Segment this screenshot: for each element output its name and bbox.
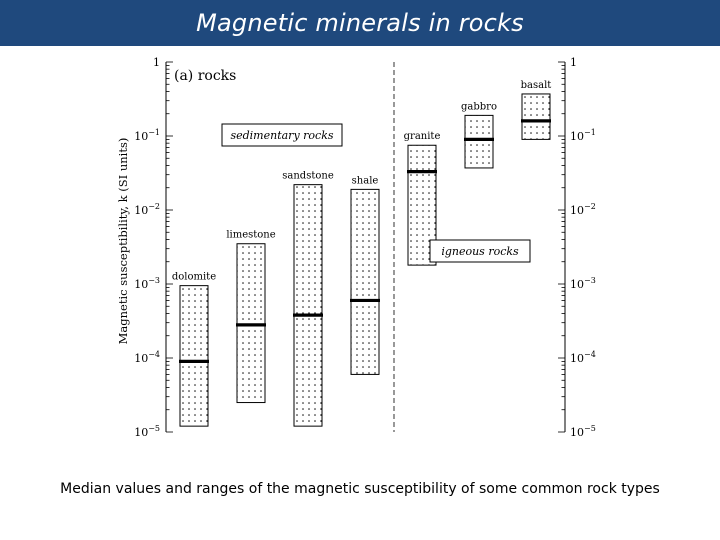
right-tick-label: 1 [570,56,577,69]
slide-title-bar: Magnetic minerals in rocks [0,0,720,46]
group-label-sedimentary-rocks: sedimentary rocks [230,129,333,142]
left-tick-label: 1 [153,56,160,69]
right-tick-label: 10−5 [570,424,596,439]
left-tick-label: 10−4 [134,350,160,365]
left-tick-label: 10−5 [134,424,160,439]
left-tick-label: 10−1 [134,128,160,143]
left-tick-label: 10−3 [134,276,160,291]
rock-label-shale: shale [352,175,379,186]
right-tick-label: 10−3 [570,276,596,291]
group-box-sedimentary-rocks [221,123,343,147]
y-axis-label: Magnetic susceptibility, k (SI units) [116,138,130,345]
rock-label-granite: granite [404,131,441,142]
rock-label-sandstone: sandstone [282,171,334,182]
slide-title: Magnetic minerals in rocks [196,9,524,37]
rock-label-limestone: limestone [226,230,275,241]
group-label-igneous-rocks: igneous rocks [441,245,519,258]
range-bar-sandstone [293,184,323,427]
range-bar-limestone [236,243,266,404]
rock-label-basalt: basalt [521,80,552,91]
range-bar-shale [350,188,380,375]
range-bar-basalt [521,93,551,140]
figure-caption: Median values and ranges of the magnetic… [60,481,660,497]
right-tick-label: 10−2 [570,202,596,217]
rock-label-dolomite: dolomite [172,272,216,283]
susceptibility-chart: 1 1 10−1 10−1 10−2 10−2 10−3 10−3 10−4 10−4 10−5 10… [116,56,596,439]
rock-label-gabbro: gabbro [461,101,497,112]
group-box-igneous-rocks [429,239,531,263]
right-tick-label: 10−1 [570,128,596,143]
range-bar-gabbro [464,114,494,169]
range-bar-dolomite [179,285,209,427]
left-tick-label: 10−2 [134,202,160,217]
panel-label: (a) rocks [174,68,236,84]
right-tick-label: 10−4 [570,350,596,365]
